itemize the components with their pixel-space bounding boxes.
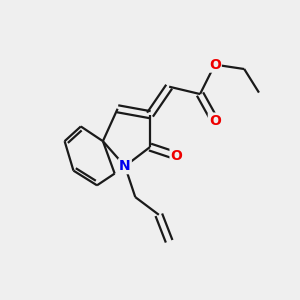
Text: O: O	[171, 149, 182, 163]
Text: N: N	[119, 159, 131, 173]
Text: O: O	[209, 114, 221, 128]
Text: O: O	[209, 58, 221, 72]
